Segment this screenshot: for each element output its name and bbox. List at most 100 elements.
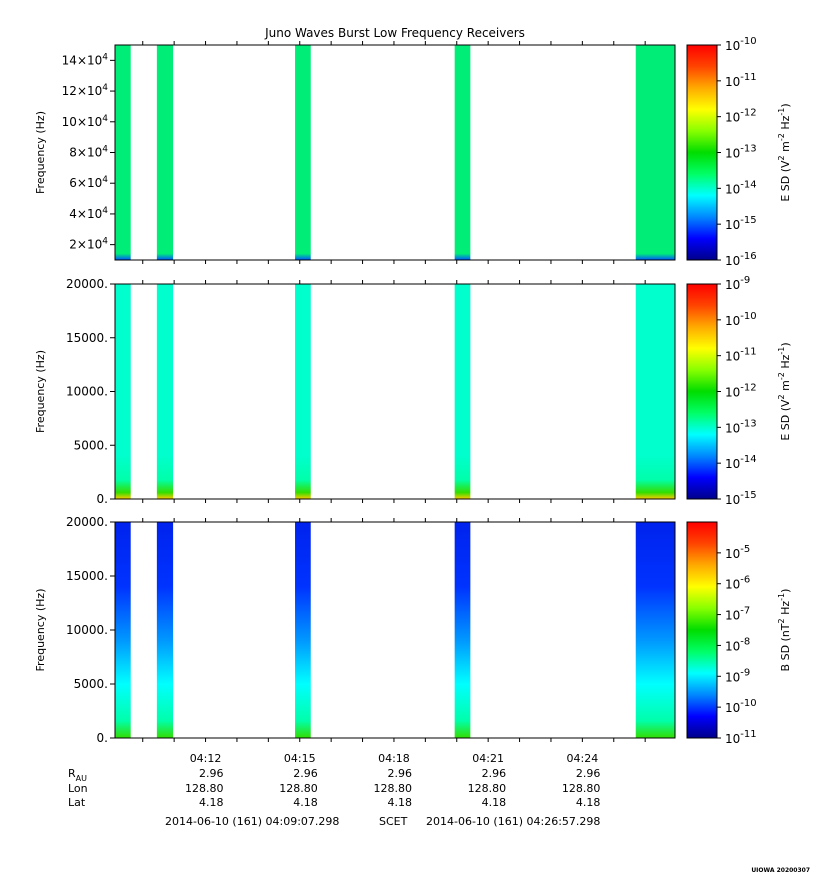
ephemeris-value: 128.80 (562, 782, 601, 795)
ephemeris-value: 4.18 (387, 796, 412, 809)
burst-block (295, 284, 311, 499)
ephemeris-label: RAU (68, 767, 87, 783)
y-tick-label: 12×104 (62, 83, 109, 98)
ephemeris-label: Lat (68, 796, 86, 809)
colorbar-tick-label: 10-16 (725, 251, 757, 268)
y-tick-label: 15000. (66, 569, 108, 583)
colorbar-tick-label: 10-6 (725, 575, 750, 592)
colorbar (686, 283, 718, 500)
burst-block (635, 45, 675, 260)
plot-panels: 2×104 4×104 6×104 8×104 10×104 12×104 14×104 Fr… (34, 36, 792, 746)
colorbar-label: B SD (nT2 Hz-1) (777, 589, 792, 672)
burst-block (635, 284, 675, 499)
x-tick-label: 04:12 (190, 752, 222, 765)
ephemeris-value: 4.18 (293, 796, 318, 809)
ephemeris-label: Lon (68, 782, 88, 795)
footer-start-time: 2014-06-10 (161) 04:09:07.298 (165, 815, 339, 828)
burst-block (454, 522, 471, 738)
colorbar-tick-label: 10-10 (725, 36, 757, 53)
ephemeris-value: 2.96 (199, 767, 224, 780)
y-tick-label: 15000. (66, 331, 108, 345)
colorbar-tick-label: 10-9 (725, 667, 750, 684)
footer-scet: SCET (379, 815, 408, 828)
colorbar-tick-label: 10-10 (725, 698, 757, 715)
burst-block (295, 45, 311, 260)
ephemeris-value: 4.18 (576, 796, 601, 809)
colorbar-tick-label: 10-10 (725, 311, 757, 328)
colorbar-tick-label: 10-14 (725, 179, 757, 196)
y-tick-label: 20000. (66, 515, 108, 529)
y-axis-label: Frequency (Hz) (34, 589, 47, 672)
colorbar (686, 521, 718, 739)
ephemeris-value: 2.96 (387, 767, 412, 780)
ephemeris-value: 2.96 (482, 767, 507, 780)
colorbar-tick-label: 10-5 (725, 544, 750, 561)
y-tick-label: 5000. (74, 438, 108, 452)
colorbar-tick-label: 10-13 (725, 418, 757, 435)
plot-frame (114, 521, 676, 739)
burst-block (635, 522, 675, 738)
ephemeris-value: 128.80 (185, 782, 224, 795)
plot-frame (114, 44, 676, 261)
colorbar-tick-label: 10-7 (725, 606, 750, 623)
colorbar-tick-label: 10-14 (725, 454, 757, 471)
y-tick-label: 8×104 (69, 145, 108, 160)
ephemeris-value: 128.80 (279, 782, 318, 795)
ephemeris-value: 128.80 (468, 782, 507, 795)
time-axis: 04:12 04:15 04:18 04:21 04:24 (190, 752, 599, 765)
colorbar-tick-label: 10-9 (725, 275, 750, 292)
plot-frame (114, 283, 676, 500)
y-tick-label: 20000. (66, 277, 108, 291)
y-tick-label: 10000. (66, 623, 108, 637)
x-tick-label: 04:15 (284, 752, 316, 765)
burst-block (295, 522, 311, 738)
ephemeris-table: RAU 2.96 2.96 2.96 2.96 2.96 Lon 128.80 128.80 12… (68, 767, 600, 809)
panel-1: 2×104 4×104 6×104 8×104 10×104 12×104 14×104 Fr… (34, 36, 792, 268)
colorbar-label: E SD (V2 m-2 Hz-1) (777, 342, 792, 440)
colorbar-tick-label: 10-8 (725, 636, 750, 653)
burst-block (454, 45, 471, 260)
colorbar-label: E SD (V2 m-2 Hz-1) (777, 103, 792, 201)
burst-block (156, 284, 174, 499)
burst-block (115, 522, 131, 738)
y-tick-label: 0. (97, 492, 108, 506)
y-tick-label: 4×104 (69, 206, 108, 221)
colorbar-tick-label: 10-11 (725, 347, 757, 364)
colorbar-tick-label: 10-11 (725, 729, 757, 746)
y-axis-label: Frequency (Hz) (34, 350, 47, 433)
y-tick-label: 10000. (66, 385, 108, 399)
burst-block (156, 45, 174, 260)
y-tick-label: 10×104 (62, 114, 109, 129)
y-tick-label: 6×104 (69, 175, 108, 190)
burst-block (156, 522, 174, 738)
x-tick-label: 04:24 (567, 752, 599, 765)
chart-title: Juno Waves Burst Low Frequency Receivers (264, 26, 525, 40)
y-tick-label: 0. (97, 731, 108, 745)
colorbar-tick-label: 10-12 (725, 383, 757, 400)
y-tick-label: 14×104 (62, 52, 109, 67)
ephemeris-value: 4.18 (482, 796, 507, 809)
burst-block (454, 284, 471, 499)
x-tick-label: 04:18 (378, 752, 410, 765)
colorbar-tick-label: 10-13 (725, 144, 757, 161)
version-stamp: UIOWA 20200307 (751, 867, 810, 874)
x-tick-label: 04:21 (472, 752, 504, 765)
colorbar-tick-label: 10-15 (725, 490, 757, 507)
colorbar-tick-label: 10-12 (725, 108, 757, 125)
y-tick-label: 5000. (74, 677, 108, 691)
colorbar (686, 44, 718, 261)
colorbar-tick-label: 10-15 (725, 215, 757, 232)
burst-block (115, 45, 131, 260)
y-tick-label: 2×104 (69, 237, 108, 252)
panel-2: 0. 5000. 10000. 15000. 20000. Frequency (Hz) 1… (34, 275, 792, 507)
panel-3: 0. 5000. 10000. 15000. 20000. Frequency (Hz) 1… (34, 515, 792, 746)
colorbar-tick-label: 10-11 (725, 72, 757, 89)
burst-block (115, 284, 131, 499)
ephemeris-value: 2.96 (293, 767, 318, 780)
ephemeris-value: 4.18 (199, 796, 224, 809)
ephemeris-value: 128.80 (373, 782, 412, 795)
y-axis-label: Frequency (Hz) (34, 111, 47, 194)
ephemeris-value: 2.96 (576, 767, 601, 780)
footer-end-time: 2014-06-10 (161) 04:26:57.298 (426, 815, 600, 828)
